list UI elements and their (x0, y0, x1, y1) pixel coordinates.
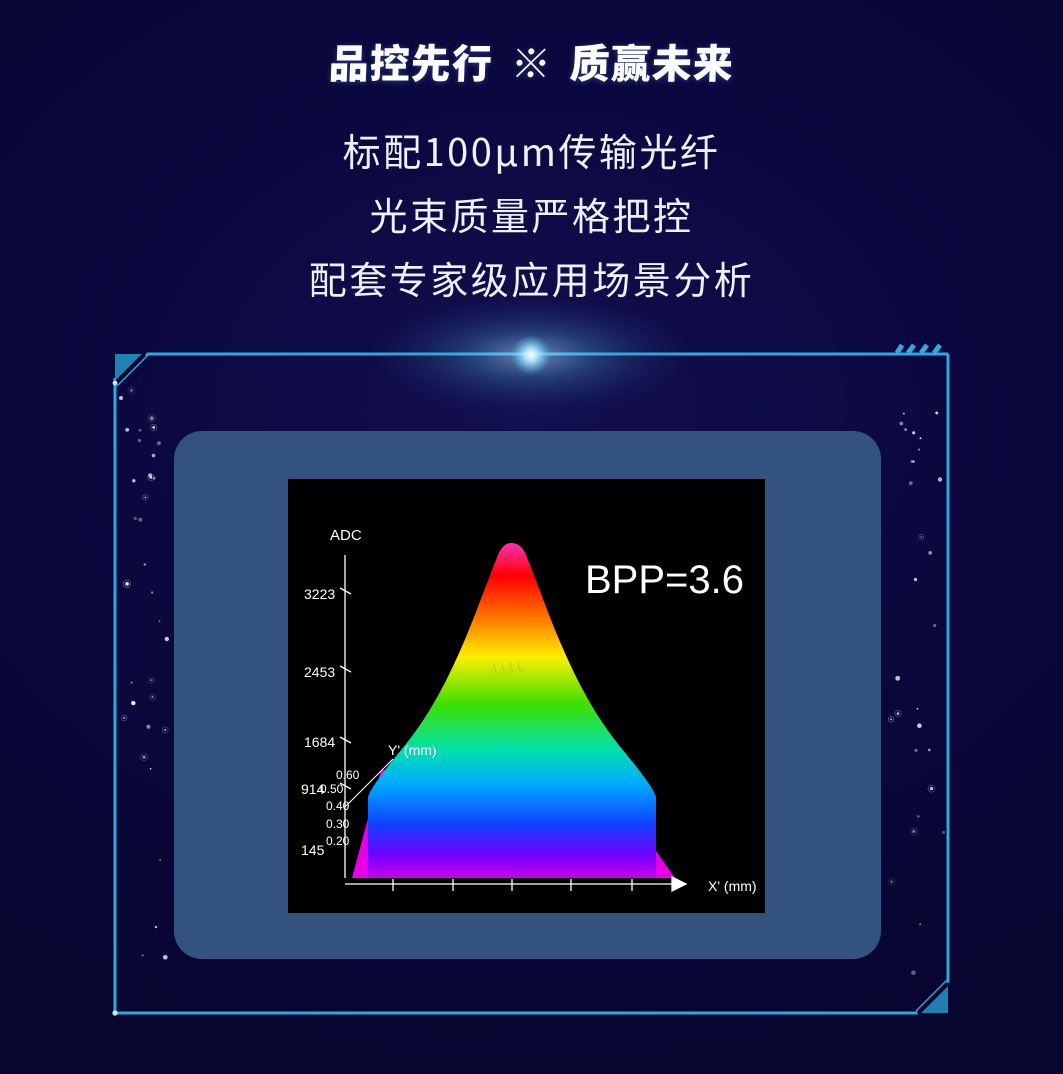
svg-text:0.20: 0.20 (326, 834, 350, 848)
svg-text:1684: 1684 (304, 734, 335, 750)
svg-text:0.30: 0.30 (326, 817, 350, 831)
svg-text:X' (mm): X' (mm) (708, 878, 757, 894)
svg-text:0.40: 0.40 (326, 799, 350, 813)
svg-text:0.50: 0.50 (320, 782, 344, 796)
svg-text:ADC: ADC (330, 527, 362, 544)
svg-text:Y' (mm): Y' (mm) (388, 742, 437, 758)
svg-text:0.60: 0.60 (336, 768, 360, 782)
svg-text:2453: 2453 (304, 664, 335, 680)
svg-text:BPP=3.6: BPP=3.6 (585, 558, 744, 602)
svg-text:3223: 3223 (304, 586, 335, 602)
svg-text:145: 145 (301, 842, 325, 858)
